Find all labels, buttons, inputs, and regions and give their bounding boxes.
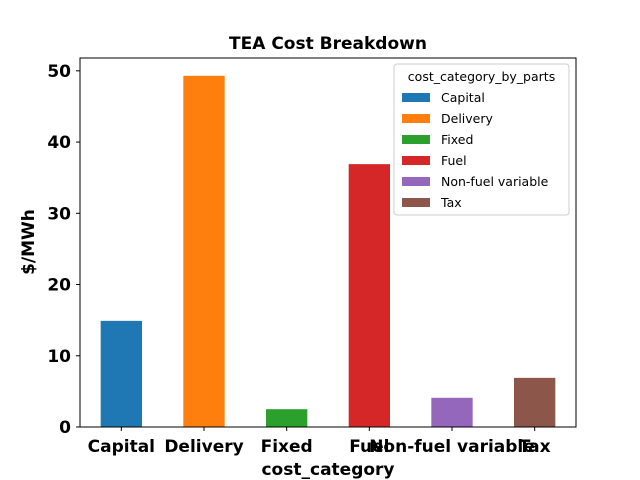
- y-tick-label: 20: [47, 276, 71, 296]
- legend-swatch: [402, 114, 430, 123]
- bar-fixed: [266, 409, 308, 427]
- bar-non-fuel-variable: [431, 397, 473, 427]
- bars-group: [100, 75, 556, 427]
- plot-frame: [79, 57, 577, 428]
- y-tick-label: 30: [47, 204, 71, 224]
- legend: cost_category_by_parts Capital Delivery Fix…: [393, 63, 570, 216]
- legend-title: cost_category_by_parts: [408, 69, 555, 84]
- y-tick-labels: 0 10 20 30 40 50: [47, 62, 80, 438]
- bar-fuel: [348, 164, 390, 427]
- legend-entry-label: Non-fuel variable: [441, 174, 549, 189]
- chart-title: TEA Cost Breakdown: [229, 34, 427, 54]
- y-axis-label: $/MWh: [19, 209, 39, 275]
- x-tick-label: Non-fuel variable: [369, 437, 535, 457]
- legend-entry-label: Fuel: [441, 153, 467, 168]
- legend-entry-label: Fixed: [441, 132, 473, 147]
- bar-tax: [514, 377, 556, 427]
- legend-swatch: [402, 135, 430, 144]
- x-axis-label: cost_category: [261, 460, 394, 480]
- legend-swatch: [402, 198, 430, 207]
- bar-delivery: [183, 75, 225, 427]
- legend-entry-label: Capital: [441, 90, 485, 105]
- y-tick-label: 40: [47, 133, 71, 153]
- x-tick-label: Fixed: [261, 437, 313, 457]
- y-tick-label: 10: [47, 347, 71, 367]
- legend-swatch: [402, 156, 430, 165]
- x-tick-label: Tax: [519, 437, 551, 457]
- legend-swatch: [402, 177, 430, 186]
- y-tick-label: 0: [59, 418, 71, 438]
- x-tick-label: Capital: [88, 437, 155, 457]
- y-tick-label: 50: [47, 62, 71, 82]
- legend-swatch: [402, 93, 430, 102]
- axes-group: [79, 57, 577, 428]
- legend-entry-label: Delivery: [441, 111, 493, 126]
- legend-box: [393, 63, 570, 216]
- x-tick-label: Fuel: [349, 437, 389, 457]
- bar-capital: [100, 320, 142, 427]
- x-tick-label: Delivery: [164, 437, 243, 457]
- legend-entry-label: Tax: [440, 195, 462, 210]
